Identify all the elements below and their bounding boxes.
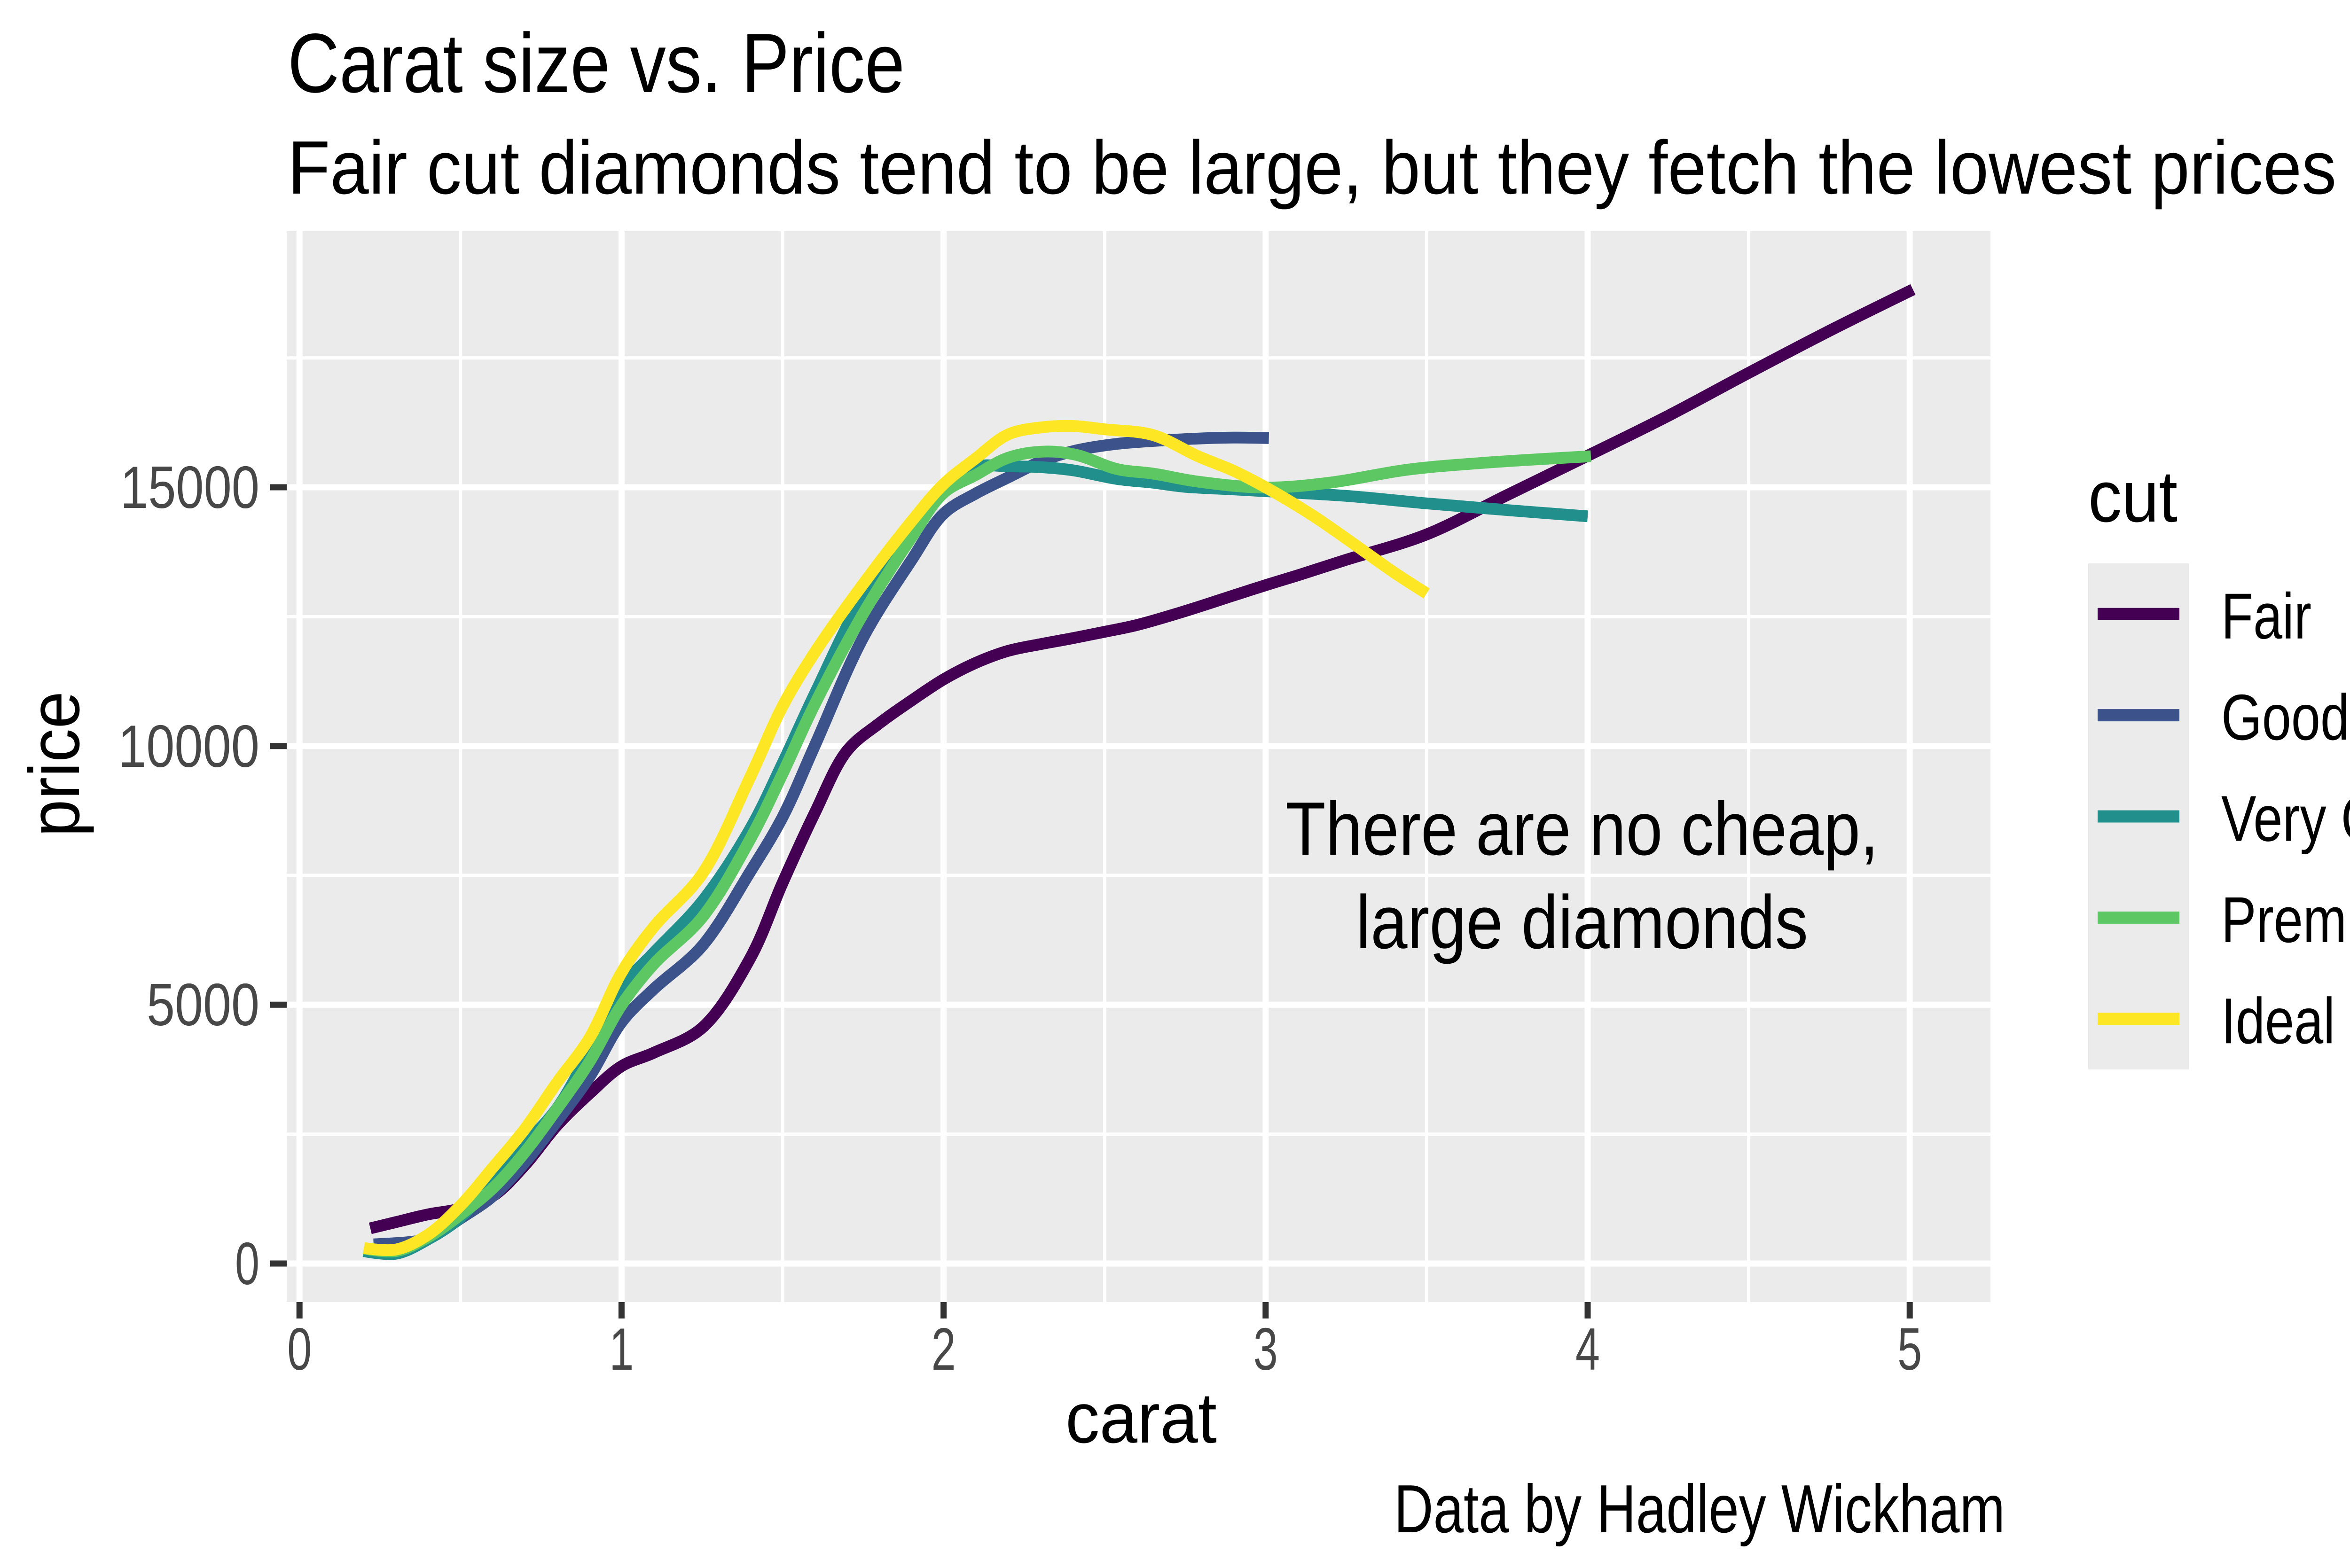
svg-text:0: 0 [287, 1316, 312, 1382]
svg-text:large diamonds: large diamonds [1356, 880, 1808, 965]
svg-text:1: 1 [609, 1316, 634, 1382]
svg-text:0: 0 [235, 1230, 259, 1297]
svg-text:Premium: Premium [2221, 884, 2350, 956]
svg-text:10000: 10000 [118, 713, 259, 780]
svg-text:2: 2 [932, 1316, 956, 1382]
svg-text:5: 5 [1897, 1316, 1922, 1382]
svg-text:Data by Hadley Wickham: Data by Hadley Wickham [1394, 1471, 2005, 1547]
svg-text:Fair cut diamonds tend to be l: Fair cut diamonds tend to be large, but … [288, 125, 2350, 210]
svg-text:cut: cut [2088, 456, 2178, 537]
svg-text:Carat size vs. Price: Carat size vs. Price [288, 16, 905, 110]
svg-text:Very Good: Very Good [2221, 783, 2350, 855]
svg-text:price: price [15, 691, 94, 837]
svg-text:carat: carat [1065, 1378, 1217, 1458]
svg-text:Fair: Fair [2221, 580, 2311, 653]
svg-text:4: 4 [1575, 1316, 1600, 1382]
svg-text:There are no cheap,: There are no cheap, [1285, 787, 1879, 871]
svg-text:15000: 15000 [120, 454, 259, 521]
svg-text:3: 3 [1253, 1316, 1278, 1382]
svg-text:5000: 5000 [147, 971, 259, 1038]
svg-text:Good: Good [2221, 681, 2350, 754]
svg-text:Ideal: Ideal [2221, 985, 2335, 1057]
